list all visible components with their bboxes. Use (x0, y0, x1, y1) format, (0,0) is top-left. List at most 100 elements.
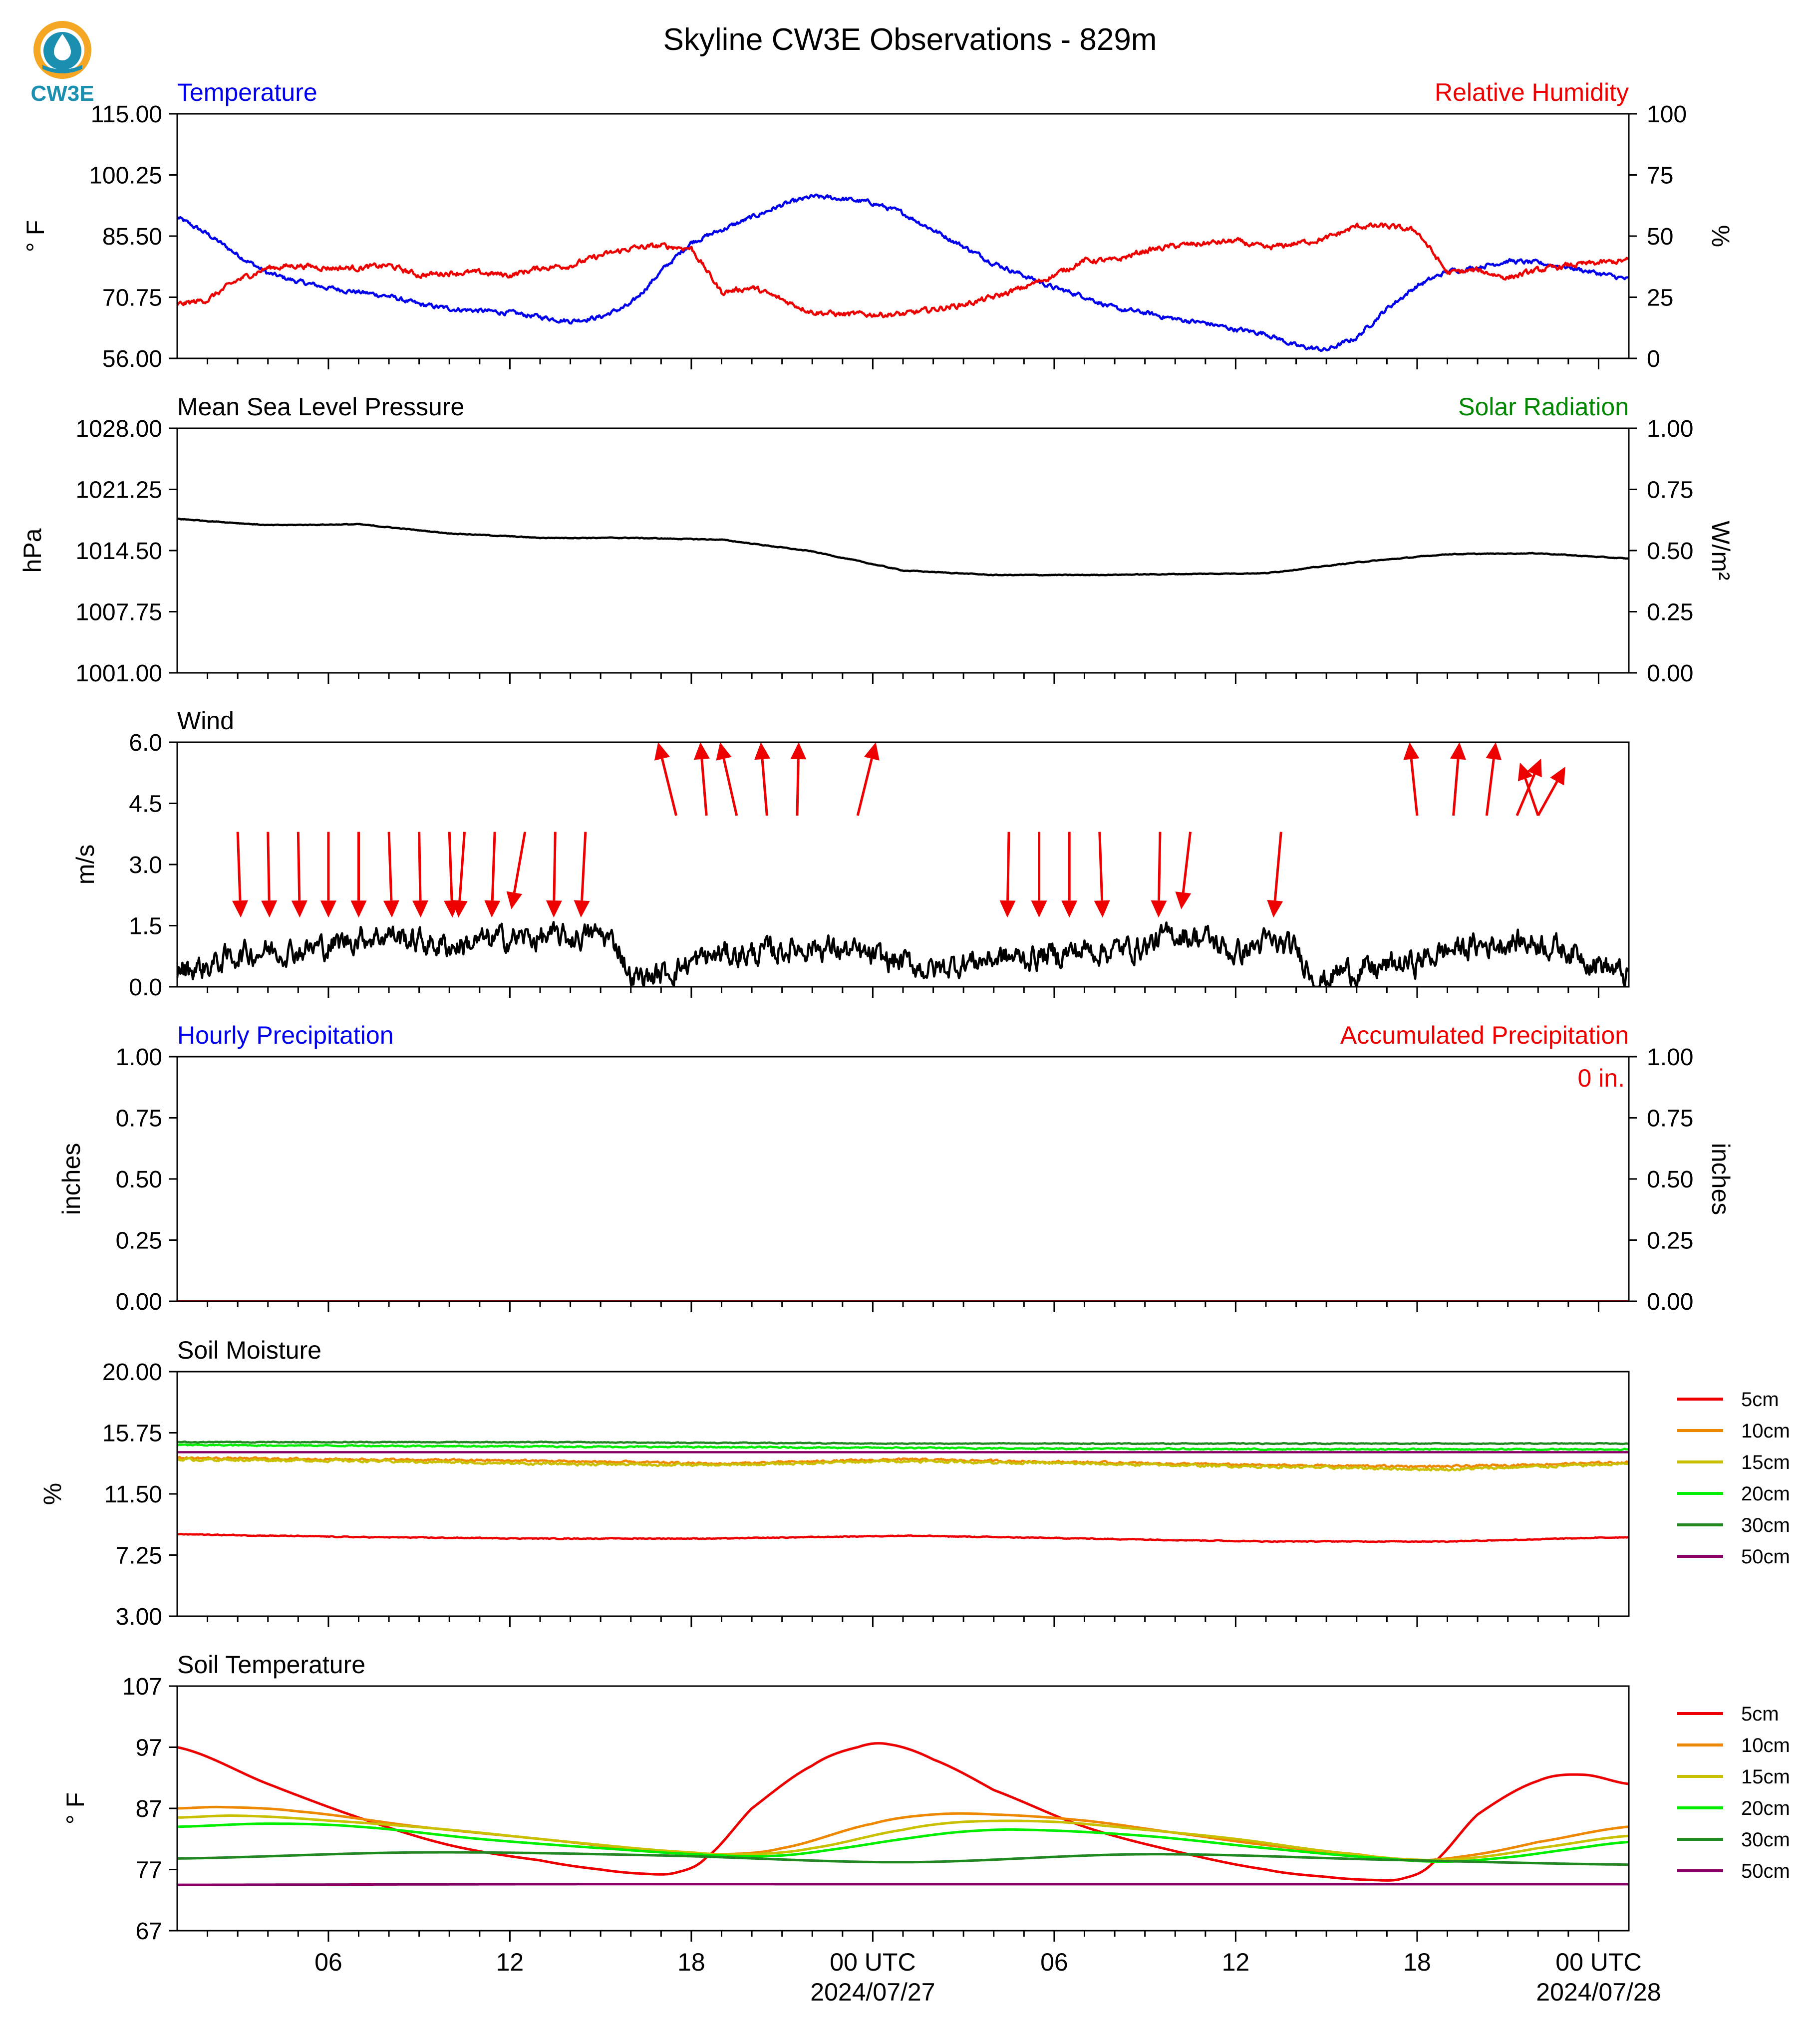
wind-arrow-shaft (722, 758, 738, 816)
x-tick-label: 18 (677, 1948, 705, 1976)
y-tick-label: 7.25 (116, 1543, 162, 1569)
y-tick-label: 97 (136, 1735, 162, 1761)
wind-arrow-head (1094, 900, 1110, 918)
logo-text: CW3E (30, 81, 94, 105)
y-tick-label: 0.50 (116, 1166, 162, 1193)
y-axis-label-right: % (1707, 225, 1735, 247)
wind-arrow-shaft (387, 832, 393, 901)
series-line-0 (177, 921, 1629, 987)
y-tick-label: 107 (122, 1674, 162, 1700)
x-tick-label: 12 (1222, 1948, 1250, 1976)
wind-arrow-head (484, 900, 501, 918)
wind-arrow-shaft (1516, 773, 1536, 816)
y-axis-label: m/s (71, 845, 99, 885)
series-line-10cm (177, 1455, 1629, 1469)
panel-title-left: Wind (177, 707, 234, 735)
wind-arrow-head (1175, 891, 1192, 909)
y-tick-label: 85.50 (102, 224, 162, 250)
wind-arrow-head (1550, 767, 1565, 786)
y-tick-label-right: 75 (1647, 163, 1673, 189)
wind-arrow-head (574, 900, 590, 918)
wind-arrow-head (790, 742, 807, 760)
panel-title-right: Solar Radiation (1458, 393, 1629, 421)
cw3e-logo-icon: CW3E (30, 21, 94, 106)
y-tick-label: 1.00 (116, 1044, 162, 1071)
y-tick-label-right: 1.00 (1647, 416, 1693, 442)
legend-label: 15cm (1741, 1451, 1790, 1473)
panel-frame (176, 1685, 1630, 1932)
y-tick-label-right: 0.00 (1647, 1289, 1693, 1315)
panel-title-left: Temperature (177, 78, 317, 106)
series-line-20cm (177, 1443, 1629, 1451)
y-tick-label: 1014.50 (75, 538, 162, 565)
series-line-50cm (177, 1883, 1629, 1886)
series-line-30cm (177, 1440, 1629, 1446)
series-line-0 (177, 518, 1629, 577)
legend: 5cm 10cm 15cm 20cm 30cm 50cm (1677, 1703, 1790, 1882)
wind-arrow-shaft (1273, 832, 1282, 901)
y-tick-label-right: 0.25 (1647, 1228, 1693, 1254)
panel-title-right: Relative Humidity (1435, 78, 1629, 106)
y-axis-label: % (38, 1483, 66, 1505)
wind-arrow-head (451, 900, 468, 918)
wind-arrow-head (261, 900, 278, 918)
accumulated-total-label: 0 in. (1577, 1064, 1625, 1092)
wind-arrow-shaft (1158, 832, 1162, 901)
wind-arrow-head (506, 891, 523, 909)
legend-label: 50cm (1741, 1546, 1790, 1568)
panel-title-left: Hourly Precipitation (177, 1021, 394, 1049)
y-axis-label: inches (57, 1143, 85, 1215)
y-tick-label: 1021.25 (75, 477, 162, 504)
y-axis-label-right: inches (1707, 1143, 1735, 1215)
panel-frame (176, 427, 1630, 674)
y-tick-label: 11.50 (104, 1481, 162, 1508)
wind-arrow-head (291, 900, 307, 918)
legend-label: 30cm (1741, 1829, 1790, 1851)
y-tick-label: 1028.00 (75, 416, 162, 442)
wind-arrow-shaft (796, 759, 800, 816)
series-line-5cm (177, 1532, 1629, 1543)
y-tick-label-right: 0.25 (1647, 599, 1693, 626)
y-tick-label: 1.5 (129, 913, 162, 940)
panel-frame (176, 1056, 1630, 1302)
y-tick-label: 20.00 (102, 1359, 162, 1386)
panel-frame (176, 1371, 1630, 1617)
y-tick-label-right: 0.50 (1647, 1166, 1693, 1193)
panel-soil_temperature: Soil Temperature 107 97 87 77 67 ° F 5cm 10cm 15c… (61, 1651, 1790, 1945)
y-axis-label: ° F (61, 1792, 89, 1824)
y-tick-label: 3.00 (116, 1604, 162, 1630)
wind-arrow-head (1517, 762, 1533, 782)
wind-arrow-shaft (553, 832, 557, 901)
panel-precip: Hourly Precipitation Accumulated Precipit… (57, 1021, 1735, 1315)
wind-arrow-shaft (1485, 759, 1495, 816)
wind-arrow-head (350, 900, 367, 918)
series-line-1 (177, 222, 1629, 318)
y-tick-label: 4.5 (129, 791, 162, 818)
y-tick-label: 0.75 (116, 1106, 162, 1132)
y-tick-label: 1001.00 (75, 660, 162, 687)
y-tick-label-right: 1.00 (1647, 1044, 1693, 1071)
wind-arrow-shaft (856, 758, 873, 816)
series-group (177, 1742, 1629, 1886)
legend: 5cm 10cm 15cm 20cm 30cm 50cm (1677, 1389, 1790, 1568)
series-line-0 (177, 193, 1629, 352)
wind-arrow-head (693, 742, 710, 760)
wind-arrow-head (1267, 899, 1283, 918)
panel-title-left: Mean Sea Level Pressure (177, 393, 464, 421)
legend-label: 30cm (1741, 1514, 1790, 1536)
wind-arrow-shaft (491, 832, 496, 901)
wind-arrow-head (383, 900, 399, 918)
panel-frame (176, 113, 1630, 359)
wind-arrow-shaft (1452, 759, 1460, 816)
y-tick-label-right: 25 (1647, 285, 1673, 311)
x-tick-label: 00 UTC (830, 1948, 915, 1976)
x-tick-label: 06 (314, 1948, 342, 1976)
y-tick-label: 87 (136, 1796, 162, 1822)
wind-arrow-head (1403, 742, 1420, 760)
wind-arrow-shaft (1006, 832, 1010, 901)
y-tick-label-right: 0 (1647, 346, 1660, 372)
legend-label: 20cm (1741, 1483, 1790, 1505)
figure-title: Skyline CW3E Observations - 829m (663, 22, 1157, 57)
panel-wind: Wind 6.0 4.5 3.0 1.5 0.0 m/s (71, 707, 1630, 1001)
